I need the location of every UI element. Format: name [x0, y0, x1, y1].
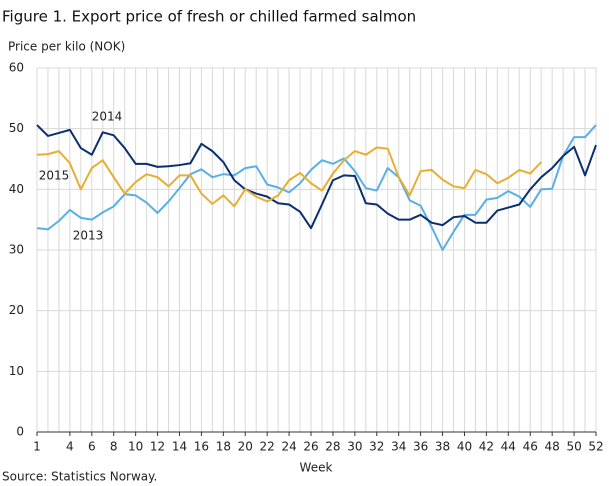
y-tick-label: 30: [9, 243, 24, 257]
y-tick-label: 20: [9, 303, 24, 317]
x-tick-label: 30: [347, 440, 362, 454]
x-tick-label: 38: [435, 440, 450, 454]
x-tick-label: 42: [479, 440, 494, 454]
x-tick-label: 20: [238, 440, 253, 454]
series-label: 2013: [73, 229, 104, 243]
x-tick-label: 14: [172, 440, 187, 454]
x-tick-label: 10: [128, 440, 143, 454]
series-label: 2014: [92, 110, 123, 124]
x-tick-label: 12: [150, 440, 165, 454]
x-tick-label: 34: [391, 440, 406, 454]
x-tick-label: 50: [566, 440, 581, 454]
y-tick-label: 0: [16, 425, 24, 439]
y-tick-label: 10: [9, 364, 24, 378]
x-axis-label: Week: [300, 461, 333, 475]
x-tick-label: 44: [501, 440, 516, 454]
series-line: [36, 124, 597, 230]
y-tick-label: 40: [9, 182, 24, 196]
chart-title: Figure 1. Export price of fresh or chill…: [2, 8, 416, 26]
x-tick-label: 46: [523, 440, 538, 454]
x-tick-label: 36: [413, 440, 428, 454]
series-line: [36, 146, 542, 208]
x-tick-label: 8: [110, 440, 118, 454]
x-tick-label: 6: [88, 440, 96, 454]
x-tick-label: 52: [588, 440, 603, 454]
x-tick-label: 32: [369, 440, 384, 454]
y-axis-label: Price per kilo (NOK): [8, 40, 125, 54]
x-tick-label: 22: [260, 440, 275, 454]
series-label: 2015: [39, 169, 70, 183]
y-tick-label: 50: [9, 121, 24, 135]
x-tick-label: 28: [325, 440, 340, 454]
x-tick-label: 16: [194, 440, 209, 454]
x-tick-label: 26: [303, 440, 318, 454]
x-tick-label: 1: [33, 440, 41, 454]
x-tick-label: 48: [545, 440, 560, 454]
source: Source: Statistics Norway.: [2, 470, 157, 484]
y-tick-label: 60: [9, 61, 24, 75]
x-tick-label: 40: [457, 440, 472, 454]
x-tick-label: 24: [281, 440, 296, 454]
x-tick-label: 4: [66, 440, 74, 454]
series-line: [36, 124, 597, 251]
x-tick-label: 18: [216, 440, 231, 454]
